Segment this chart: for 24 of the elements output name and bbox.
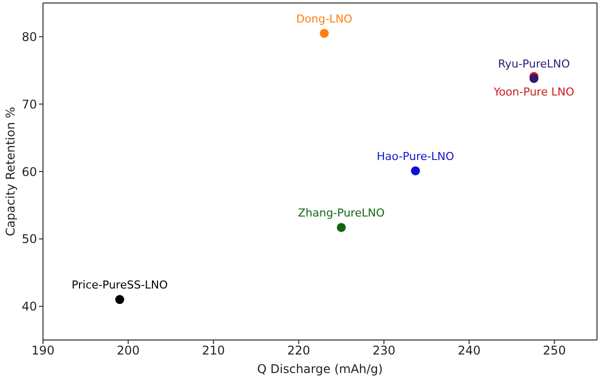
y-tick-label: 50 — [22, 232, 37, 246]
x-tick-label: 200 — [116, 344, 140, 358]
series-label: Zhang-PureLNO — [298, 206, 385, 220]
y-axis-title: Capacity Retention % — [3, 106, 18, 236]
x-tick-label: 190 — [32, 344, 54, 358]
point — [410, 166, 420, 176]
y-tick-label: 80 — [22, 30, 37, 44]
x-tick-label: 240 — [458, 344, 481, 358]
series-label: Yoon-Pure LNO — [492, 85, 575, 98]
x-tick-label: 220 — [287, 344, 310, 358]
y-tick-label: 40 — [22, 300, 37, 314]
x-axis-title: Q Discharge (mAh/g) — [257, 362, 383, 376]
x-tick-label: 250 — [542, 344, 566, 358]
y-tick-label: 70 — [22, 97, 37, 112]
series-label: Ryu-PureLNO — [498, 57, 570, 70]
series-label: Hao-Pure-LNO — [376, 150, 454, 163]
y-tick-label: 60 — [22, 164, 37, 179]
series-label: Price-PureSS-LNO — [72, 278, 168, 292]
series-label: Dong-LNO — [296, 12, 353, 26]
point — [115, 295, 124, 304]
x-tick-label: 230 — [372, 344, 396, 358]
point — [336, 222, 346, 232]
point — [320, 28, 329, 38]
x-tick-label: 210 — [202, 344, 225, 358]
